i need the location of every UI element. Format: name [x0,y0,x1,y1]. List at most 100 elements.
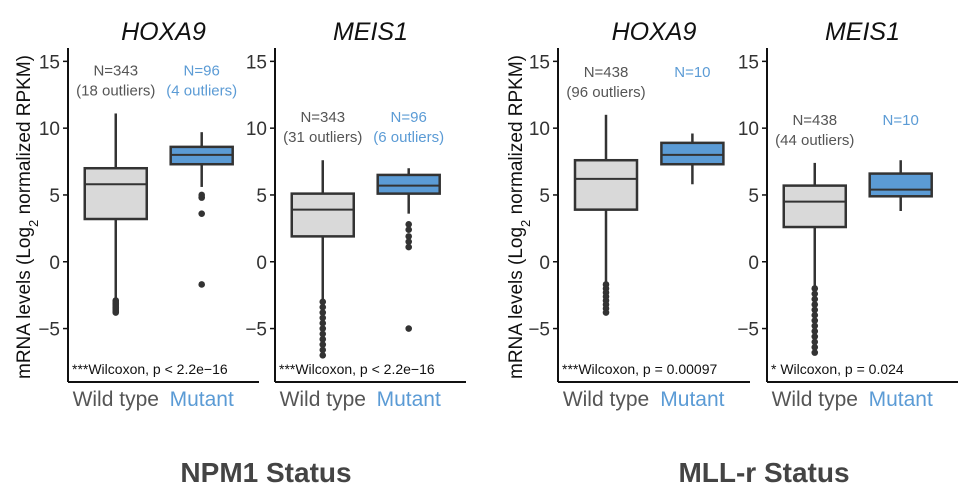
outlier-count-label: (44 outliers) [775,132,854,149]
outlier-point [319,341,327,348]
outlier-count-label: (31 outliers) [283,129,362,146]
outlier-point [405,243,413,251]
n-label: N=438 [584,64,629,81]
iqr-box [782,184,847,229]
outlier-point [319,298,327,306]
outlier-point [319,303,327,311]
x-category-label: Wild type [563,388,649,411]
y-tick-label: 15 [529,52,550,73]
y-tick-label: 5 [748,186,759,207]
outlier-point [811,301,819,308]
outlier-point [319,335,327,343]
y-axis-label: mRNA levels (Log2 normalized RPKM) [14,55,41,379]
outlier-point [405,226,413,233]
outlier-point [811,349,819,356]
x-category-label: Wild type [280,388,366,411]
outlier-point [112,309,120,316]
iqr-box [868,172,933,198]
y-tick-label: 15 [738,52,759,73]
y-axis-label-part: mRNA levels (Log [506,227,527,379]
iqr-box [573,158,639,211]
outlier-point [602,309,610,316]
outlier-point [811,311,819,319]
n-label: N=343 [93,62,138,79]
y-tick-label: 0 [748,253,759,274]
group-title-npm1: NPM1 Status [180,457,351,488]
chart-panel-4: MEIS1 −5 0 5 10 15 Wild type N=438 (44 outliers)… [737,18,958,411]
outlier-point [811,322,819,330]
y-axis-label-part: normalized RPKM) [506,55,527,220]
iqr-box [83,166,148,221]
wilcoxon-annotation: ***Wilcoxon, p < 2.2e−16 [279,361,435,377]
iqr-box [290,192,355,238]
x-category-label: Mutant [377,388,441,411]
outlier-count-label: (96 outliers) [566,84,645,101]
outlier-point [198,191,205,199]
mutant-box [868,160,933,211]
chart-title: HOXA9 [612,18,697,46]
n-label: N=96 [184,62,220,79]
outlier-count-label: (6 outliers) [373,129,444,146]
n-label: N=96 [391,109,427,126]
y-tick-label: 0 [539,253,550,274]
x-category-label: Wild type [73,388,159,411]
y-axis-label-subscript: 2 [26,220,41,227]
wilcoxon-annotation: * Wilcoxon, p = 0.024 [771,361,904,377]
wild-type-box [573,114,639,316]
outlier-count-label: (18 outliers) [76,82,155,99]
y-tick-label: 15 [246,52,267,73]
y-axis-label: mRNA levels (Log2 normalized RPKM) [506,55,533,379]
outlier-point [811,290,819,298]
outlier-point [811,343,819,351]
wild-type-box [83,113,148,316]
y-tick-label: 10 [39,119,60,140]
outlier-point [811,317,819,324]
y-tick-label: 5 [539,186,550,207]
wild-type-box [782,162,847,356]
y-axis-label-part: mRNA levels (Log [14,227,35,379]
outlier-point [405,238,413,246]
chart-title: MEIS1 [333,18,408,46]
y-tick-label: −5 [528,320,550,341]
y-axis-label-subscript: 2 [518,220,533,227]
outlier-point [319,309,327,316]
y-tick-label: 15 [39,52,60,73]
mutant-box [169,132,234,288]
wilcoxon-annotation: ***Wilcoxon, p < 2.2e−16 [72,361,228,377]
y-tick-label: 5 [49,186,60,207]
outlier-point [198,281,205,288]
n-label: N=438 [792,112,837,129]
x-category-label: Mutant [660,388,724,411]
iqr-box [660,141,725,166]
chart-panel-2: MEIS1 −5 0 5 10 15 Wild type N=343 (31 outliers)… [245,18,466,411]
y-tick-label: 10 [529,119,550,140]
wilcoxon-annotation: ***Wilcoxon, p = 0.00097 [562,361,717,377]
group-title-mllr: MLL-r Status [678,457,849,488]
x-category-label: Mutant [170,388,234,411]
n-label: N=343 [300,109,345,126]
n-label: N=10 [883,112,919,129]
chart-title: HOXA9 [121,18,206,46]
iqr-box [376,173,441,195]
y-axis-label-part: normalized RPKM) [14,55,35,220]
outlier-point [405,221,413,228]
y-tick-label: 10 [246,119,267,140]
y-tick-label: −5 [38,320,60,341]
n-label: N=10 [674,64,710,81]
y-tick-label: 10 [738,119,759,140]
x-category-label: Wild type [772,388,858,411]
outlier-point [198,210,205,217]
outlier-point [811,295,819,303]
outlier-point [319,325,327,332]
outlier-point [405,325,413,332]
wild-type-box [290,160,355,359]
y-tick-label: −5 [245,320,267,341]
outlier-point [811,327,819,335]
outlier-point [319,314,327,322]
y-tick-label: 5 [256,186,267,207]
y-tick-label: −5 [737,320,759,341]
outlier-point [811,333,819,340]
